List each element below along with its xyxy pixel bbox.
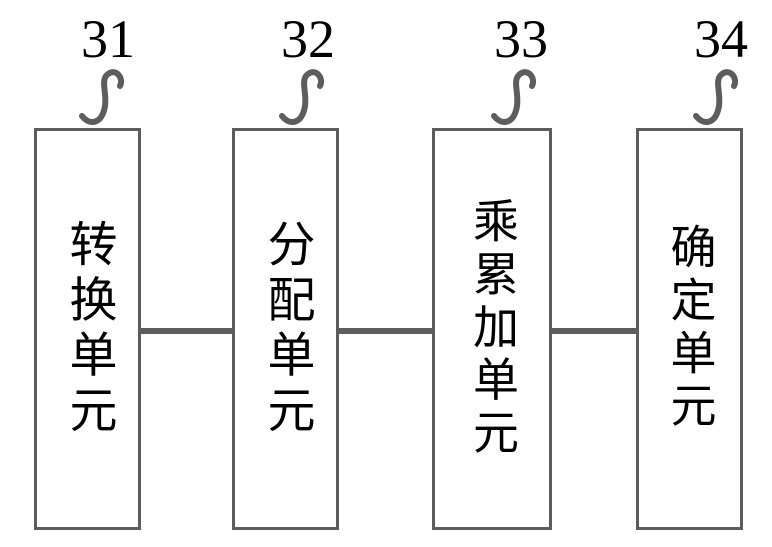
block-label: 确定单元 (667, 223, 713, 435)
ref-number-33: 33 (494, 8, 548, 70)
connector-31-32 (141, 328, 232, 334)
block-conversion-unit: 转换单元 (34, 128, 141, 530)
ref-number-31: 31 (81, 8, 135, 70)
block-mac-unit: 乘累加单元 (432, 128, 552, 530)
connector-32-33 (339, 328, 432, 334)
connector-33-34 (552, 328, 636, 334)
leader-squiggle-33 (490, 66, 536, 126)
ref-number-34: 34 (694, 8, 748, 70)
leader-squiggle-31 (78, 66, 124, 126)
block-label: 乘累加单元 (469, 197, 515, 462)
leader-squiggle-32 (278, 66, 324, 126)
block-allocation-unit: 分配单元 (232, 128, 339, 530)
block-determination-unit: 确定单元 (636, 128, 743, 530)
leader-squiggle-34 (692, 66, 738, 126)
diagram-canvas: { "canvas": { "width": 772, "height": 54… (0, 0, 772, 547)
block-label: 分配单元 (262, 219, 310, 440)
ref-number-32: 32 (281, 8, 335, 70)
block-label: 转换单元 (64, 219, 112, 440)
